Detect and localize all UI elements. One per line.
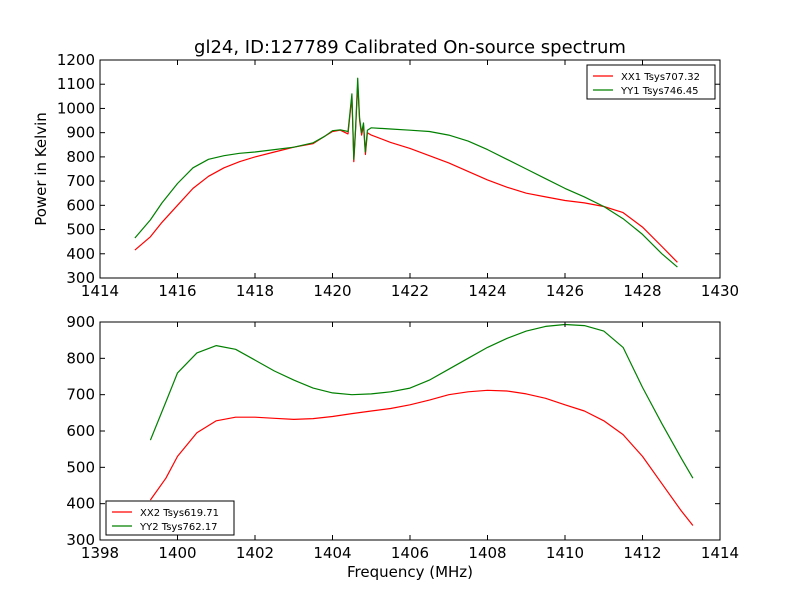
bottom-y-tick-label: 600 [66,422,95,440]
bottom-x-tick-label: 1402 [236,544,274,562]
bottom-x-tick-label: 1400 [158,544,196,562]
top-y-tick-label: 1100 [57,75,95,93]
bottom-x-tick-label: 1408 [468,544,506,562]
top-y-tick-label: 1000 [57,99,95,117]
top-x-tick-label: 1422 [391,282,429,300]
bottom-x-tick-label: 1398 [81,544,119,562]
top-legend-label-2: YY1 Tsys746.45 [620,86,699,97]
bottom-x-tick-label: 1404 [313,544,351,562]
bottom-x-tick-label: 1410 [546,544,584,562]
bottom-x-axis-label: Frequency (MHz) [347,563,473,581]
top-x-tick-label: 1426 [546,282,584,300]
top-y-tick-label: 400 [66,245,95,263]
bottom-y-tick-label: 400 [66,495,95,513]
top-series-line-2 [134,77,678,268]
top-y-tick-label: 700 [66,172,95,190]
top-x-tick-label: 1418 [236,282,274,300]
top-legend-label-1: XX1 Tsys707.32 [621,72,700,83]
chart-title: gl24, ID:127789 Calibrated On-source spe… [194,37,626,58]
top-y-tick-label: 500 [66,221,95,239]
top-x-tick-label: 1420 [313,282,351,300]
top-y-tick-label: 600 [66,196,95,214]
top-y-tick-label: 800 [66,148,95,166]
top-x-tick-label: 1428 [623,282,661,300]
bottom-plot: 1398 1400 1402 1404 1406 1408 1410 1412 1414 300 4… [66,313,739,562]
bottom-series-line-2 [149,323,694,479]
top-x-tick-label: 1424 [468,282,506,300]
top-legend: XX1 Tsys707.32 YY1 Tsys746.45 [586,64,716,100]
bottom-y-tick-label: 300 [66,531,95,549]
top-y-tick-label: 300 [66,269,95,287]
top-y-tick-label: 1200 [57,51,95,69]
bottom-x-tick-label: 1414 [701,544,739,562]
bottom-y-tick-label: 700 [66,386,95,404]
bottom-x-tick-label: 1412 [623,544,661,562]
top-y-tick-label: 900 [66,124,95,142]
top-y-axis-label: Power in Kelvin [32,112,50,226]
bottom-x-tick-label: 1406 [391,544,429,562]
top-series-line-1 [134,83,678,263]
top-legend-box [586,64,716,100]
top-plot: 1414 1416 1418 1420 1422 1424 1426 1428 1430 300 4… [57,51,739,300]
bottom-y-tick-label: 900 [66,313,95,331]
top-x-tick-label: 1416 [158,282,196,300]
bottom-y-tick-label: 800 [66,349,95,367]
top-x-tick-label: 1430 [701,282,739,300]
bottom-series-line-1 [149,389,694,526]
bottom-legend-label-2: YY2 Tsys762.17 [139,522,218,533]
bottom-legend-label-1: XX2 Tsys619.71 [140,508,219,519]
bottom-legend: XX2 Tsys619.71 YY2 Tsys762.17 [105,500,235,536]
bottom-y-tick-label: 500 [66,458,95,476]
bottom-legend-box [105,500,235,536]
top-x-tick-label: 1414 [81,282,119,300]
